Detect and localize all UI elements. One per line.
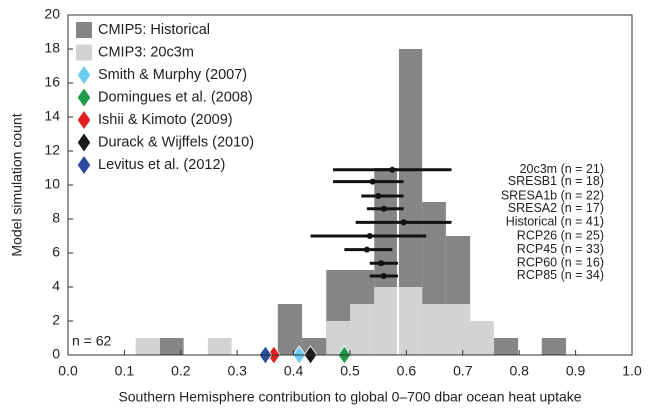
x-tick-label: 0.2 [171,363,191,379]
scenario-label: Historical (n = 41) [506,215,604,229]
y-tick-label: 20 [44,6,60,22]
bar [159,338,184,355]
y-tick-label: 2 [52,312,60,328]
x-tick-label: 0.1 [115,363,135,379]
bar [422,304,446,355]
y-tick-label: 12 [44,142,60,158]
x-tick-label: 0.3 [227,363,247,379]
legend-label: Levitus et al. (2012) [98,157,225,173]
y-tick-label: 4 [52,278,60,294]
x-tick-label: 0.6 [397,363,417,379]
legend-swatch [76,44,92,61]
y-tick-label: 6 [52,244,60,260]
bar [541,338,567,355]
scenario-mean [369,178,376,185]
scenario-label: 20c3m (n = 21) [520,162,604,176]
bar [350,304,375,355]
y-tick-label: 18 [44,40,60,56]
legend-marker [77,133,91,152]
bar [374,287,398,355]
legend-marker [77,156,91,174]
y-tick-label: 0 [52,346,60,362]
scenario-mean [363,246,370,253]
scenario-label: SRESB1 (n = 18) [508,174,604,188]
bar [277,304,303,355]
bar [207,338,232,355]
legend-marker [77,111,91,129]
y-tick-label: 10 [44,176,60,192]
x-tick-label: 0.5 [340,363,360,379]
scenario-mean [389,166,396,173]
bar [397,287,423,355]
scenario-mean [380,205,387,212]
legend-label: Ishii & Kimoto (2009) [98,112,233,128]
legend-label: Domingues et al. (2008) [98,89,253,105]
x-tick-label: 0.7 [453,363,473,379]
x-tick-label: 0.8 [509,363,529,379]
x-tick-label: 0.0 [58,363,78,379]
legend-label: CMIP5: Historical [98,22,210,38]
legend-label: Smith & Murphy (2007) [98,67,247,83]
scenario-mean [375,193,382,200]
scenario-mean [380,272,387,279]
legend-label: CMIP3: 20c3m [98,44,194,60]
legend-swatch [76,22,92,38]
x-tick-label: 0.4 [284,363,304,379]
legend-label: Durack & Wijffels (2010) [98,134,254,150]
y-tick-label: 8 [52,210,60,226]
bar [445,304,471,355]
scenario-mean [378,260,385,267]
legend-marker [77,88,91,107]
scenario-label: RCP85 (n = 34) [517,268,604,282]
scenario-label: RCP45 (n = 33) [517,242,604,256]
y-tick-label: 16 [44,74,60,90]
scenario-mean [366,233,373,239]
legend-marker [77,66,91,84]
bar [470,321,494,355]
scenario-label: RCP60 (n = 16) [517,255,604,269]
x-tick-label: 1.0 [622,363,642,379]
y-axis-title: Model simulation count [9,113,25,256]
bar [135,338,160,355]
scenario-label: SRESA2 (n = 17) [508,201,604,215]
scenario-label: SRESA1b (n = 22) [501,188,604,202]
x-tick-label: 0.9 [566,363,586,379]
x-axis-title: Southern Hemisphere contribution to glob… [118,389,581,405]
bar [493,338,519,355]
annotation: n = 62 [72,333,112,349]
scenario-mean [400,219,407,226]
scenario-label: RCP26 (n = 25) [517,228,604,242]
y-tick-label: 14 [44,108,60,124]
